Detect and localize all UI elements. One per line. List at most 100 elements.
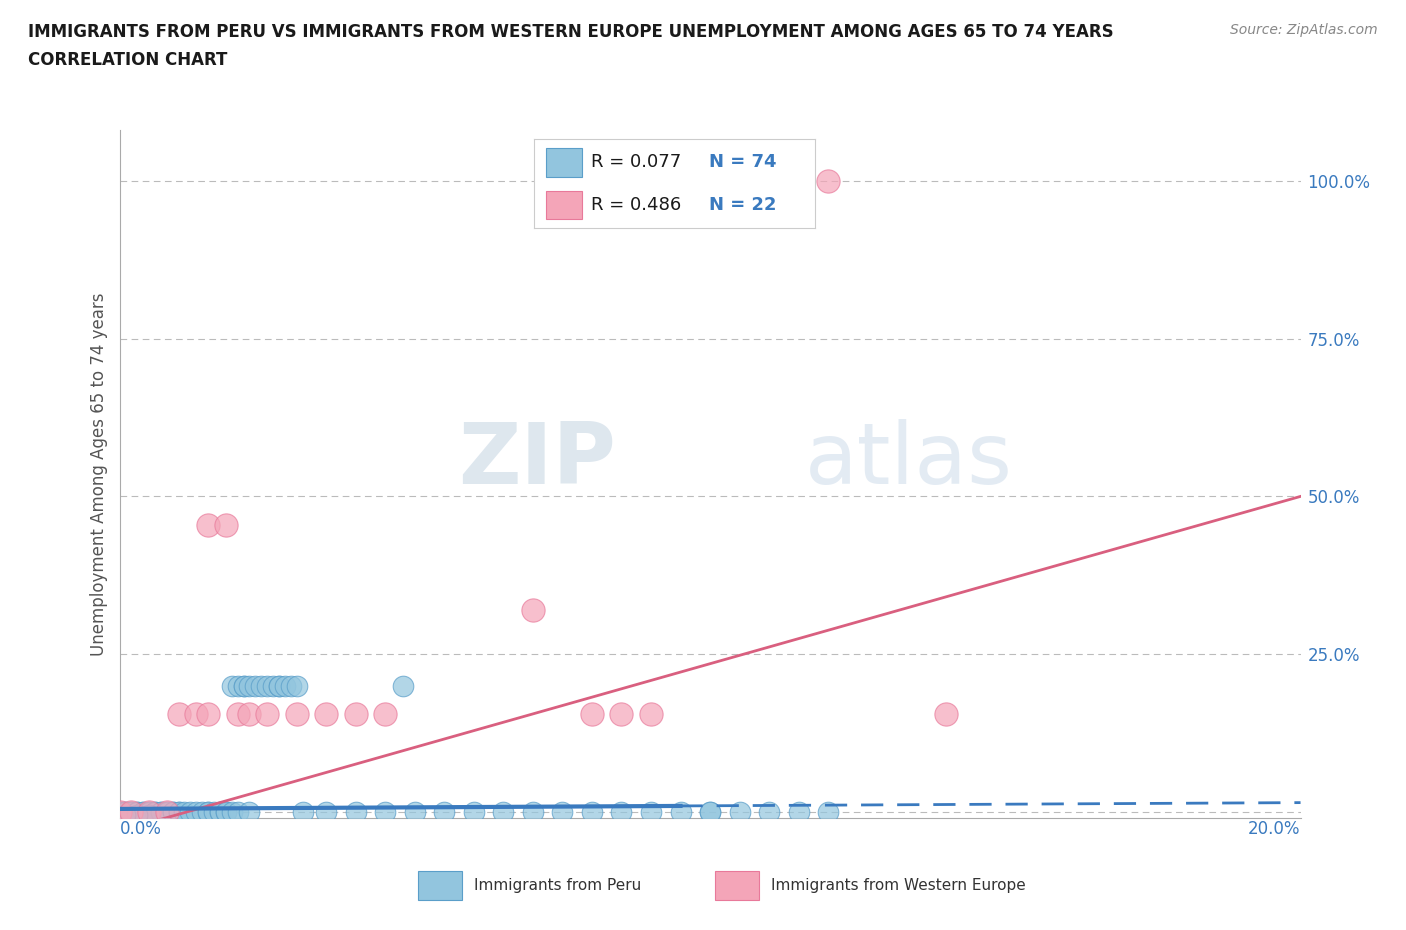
Point xyxy=(143,804,166,819)
Point xyxy=(108,804,131,819)
Point xyxy=(787,804,810,819)
Text: Immigrants from Peru: Immigrants from Peru xyxy=(474,878,641,894)
Point xyxy=(226,707,249,722)
Point xyxy=(610,707,633,722)
Point xyxy=(404,804,426,819)
Point xyxy=(138,804,160,819)
Point xyxy=(143,804,166,819)
Point xyxy=(226,804,249,819)
Point xyxy=(173,804,195,819)
Point xyxy=(149,804,172,819)
Point xyxy=(132,804,155,819)
Point xyxy=(238,678,260,693)
Point xyxy=(935,707,957,722)
Point xyxy=(522,804,544,819)
Point xyxy=(215,804,238,819)
Bar xyxy=(546,148,582,177)
Point xyxy=(156,804,179,819)
Point xyxy=(250,678,273,693)
Point xyxy=(202,804,225,819)
Point xyxy=(492,804,515,819)
Point xyxy=(120,804,142,819)
Point xyxy=(551,804,574,819)
Point xyxy=(817,173,839,188)
Point xyxy=(127,808,149,823)
Point xyxy=(138,808,160,823)
Point xyxy=(232,678,254,693)
Point xyxy=(238,707,260,722)
Point xyxy=(669,804,692,819)
Point xyxy=(238,804,260,819)
Point xyxy=(581,707,603,722)
Text: atlas: atlas xyxy=(804,419,1012,502)
Point xyxy=(167,804,190,819)
Text: Immigrants from Western Europe: Immigrants from Western Europe xyxy=(770,878,1026,894)
Text: Source: ZipAtlas.com: Source: ZipAtlas.com xyxy=(1230,23,1378,37)
Point xyxy=(640,804,662,819)
Point xyxy=(132,804,155,819)
Point xyxy=(315,804,337,819)
Point xyxy=(610,804,633,819)
Point xyxy=(120,804,142,819)
Point xyxy=(127,804,149,819)
Point xyxy=(215,804,238,819)
Point xyxy=(817,804,839,819)
Point xyxy=(114,808,136,823)
Point xyxy=(285,707,308,722)
Bar xyxy=(716,871,759,900)
Text: ZIP: ZIP xyxy=(458,419,616,502)
Point xyxy=(149,804,172,819)
Point xyxy=(232,678,254,693)
Point xyxy=(156,804,179,819)
Point xyxy=(162,804,184,819)
Point xyxy=(285,678,308,693)
Point xyxy=(114,804,136,819)
Bar xyxy=(546,191,582,219)
Point xyxy=(208,804,231,819)
Point xyxy=(167,804,190,819)
Text: 0.0%: 0.0% xyxy=(120,820,162,838)
Point xyxy=(640,707,662,722)
Point xyxy=(262,678,284,693)
Point xyxy=(138,804,160,819)
Point xyxy=(699,804,721,819)
Point xyxy=(274,678,297,693)
Point xyxy=(463,804,485,819)
Point xyxy=(267,678,290,693)
Point xyxy=(374,707,396,722)
Point xyxy=(315,707,337,722)
Point xyxy=(191,804,214,819)
Point xyxy=(186,804,208,819)
Point xyxy=(179,804,201,819)
Text: R = 0.486: R = 0.486 xyxy=(591,196,681,214)
Point xyxy=(167,707,190,722)
Point xyxy=(197,804,219,819)
Point xyxy=(108,804,131,819)
Point xyxy=(522,603,544,618)
Point xyxy=(221,804,243,819)
Point xyxy=(581,804,603,819)
Y-axis label: Unemployment Among Ages 65 to 74 years: Unemployment Among Ages 65 to 74 years xyxy=(90,293,108,656)
Point xyxy=(120,804,142,819)
Point xyxy=(108,804,131,819)
Point xyxy=(758,804,780,819)
Point xyxy=(256,707,278,722)
Point xyxy=(256,678,278,693)
Point xyxy=(344,804,367,819)
Point xyxy=(699,804,721,819)
Point xyxy=(245,678,267,693)
Point xyxy=(280,678,302,693)
Text: N = 22: N = 22 xyxy=(709,196,776,214)
Point xyxy=(114,804,136,819)
Point xyxy=(267,678,290,693)
Text: R = 0.077: R = 0.077 xyxy=(591,153,681,171)
Text: 20.0%: 20.0% xyxy=(1249,820,1301,838)
Point xyxy=(392,678,415,693)
Text: IMMIGRANTS FROM PERU VS IMMIGRANTS FROM WESTERN EUROPE UNEMPLOYMENT AMONG AGES 6: IMMIGRANTS FROM PERU VS IMMIGRANTS FROM … xyxy=(28,23,1114,41)
Point xyxy=(344,707,367,722)
Point xyxy=(186,707,208,722)
Point xyxy=(215,517,238,532)
Point xyxy=(374,804,396,819)
Point xyxy=(221,678,243,693)
Point xyxy=(197,804,219,819)
